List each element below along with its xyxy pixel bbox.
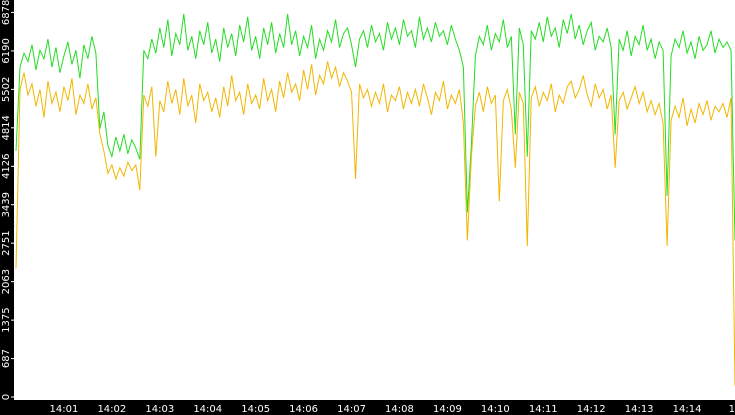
y-tick-label: 5502: [1, 77, 12, 102]
y-axis-strip: [0, 0, 14, 415]
y-tick-label: 0: [1, 394, 12, 400]
x-tick-label: 14:05: [241, 404, 270, 415]
x-tick-label: 14:13: [625, 404, 654, 415]
x-tick-label: 14:02: [97, 404, 126, 415]
y-tick-label: 687: [1, 349, 12, 368]
x-tick-label: 14:12: [577, 404, 606, 415]
x-tick-label: 14:14: [673, 404, 702, 415]
y-tick-label: 2751: [1, 230, 12, 255]
x-tick-label: 14: [729, 404, 735, 415]
x-tick-label: 14:11: [529, 404, 558, 415]
x-tick-label: 14:09: [433, 404, 462, 415]
lines: [15, 13, 735, 386]
x-tick-label: 14:03: [145, 404, 174, 415]
x-axis-strip: [0, 400, 735, 415]
x-tick-label: 14:01: [50, 404, 79, 415]
y-tick-label: 6878: [1, 0, 12, 25]
x-tick-label: 14:06: [289, 404, 318, 415]
x-tick-label: 14:10: [481, 404, 510, 415]
y-tick-label: 4814: [1, 115, 12, 140]
y-tick-label: 4126: [1, 154, 12, 179]
y-tick-label: 3439: [1, 192, 12, 217]
series-line: [15, 61, 735, 386]
y-tick-label: 1375: [1, 307, 12, 332]
x-tick-label: 14:07: [337, 404, 366, 415]
x-tick-label: 14:04: [193, 404, 222, 415]
x-tick-label: 14:08: [385, 404, 414, 415]
series-line: [15, 13, 735, 241]
y-tick-label: 6190: [1, 38, 12, 63]
y-tick-label: 2063: [1, 269, 12, 294]
